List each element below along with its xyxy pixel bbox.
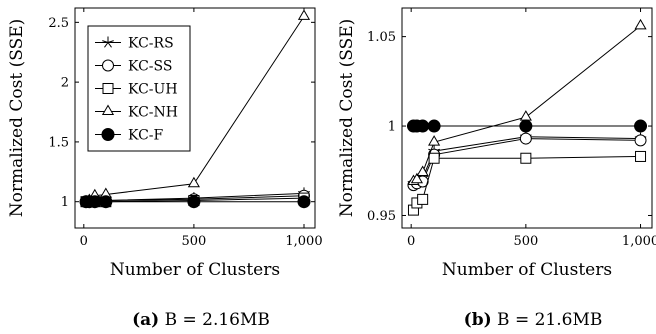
data-point	[634, 119, 648, 133]
series-kc-nh	[407, 18, 647, 185]
legend-label: KC-SS	[128, 59, 172, 75]
legend-label: KC-F	[128, 128, 164, 144]
caption-text: B = 21.6MB	[492, 310, 603, 330]
data-point	[410, 172, 423, 184]
data-point	[187, 176, 200, 188]
data-point	[297, 9, 311, 20]
data-point	[634, 18, 647, 30]
x-axis-title: Number of Clusters	[110, 260, 280, 280]
data-point	[416, 165, 429, 177]
data-point	[417, 193, 429, 205]
legend-label: KC-RS	[128, 36, 174, 52]
panel-a: 0 500 1,000 1 1.5 2 2.5 Number of Clusters Norma…	[7, 7, 323, 330]
y-tick-label: 2	[61, 76, 69, 91]
panel-caption: (b) B = 21.6MB	[464, 310, 603, 330]
x-axis-title: Number of Clusters	[442, 260, 612, 280]
series-kc-uh	[407, 150, 647, 216]
legend-label: KC-NH	[128, 105, 178, 121]
legend-item: KC-RS	[95, 36, 174, 52]
panel-b-plot-frame	[401, 7, 653, 229]
data-point	[427, 119, 441, 133]
legend-item: KC-UH	[95, 82, 178, 98]
y-tick-label: 1	[61, 195, 69, 210]
data-point	[99, 195, 113, 209]
data-point	[519, 132, 532, 145]
legend-item: KC-SS	[95, 59, 172, 75]
x-tick-label: 1,000	[285, 234, 322, 249]
data-point	[187, 195, 201, 209]
data-point	[297, 195, 311, 209]
data-point	[519, 119, 533, 133]
y-axis-title: Normalized Cost (SSE)	[7, 19, 27, 218]
legend-marker	[102, 36, 114, 48]
legend-item: KC-NH	[95, 105, 178, 121]
x-tick-label: 500	[181, 234, 206, 249]
legend-label: KC-UH	[128, 82, 178, 98]
caption-text: B = 2.16MB	[159, 310, 270, 330]
x-tick-label: 500	[513, 234, 538, 249]
y-tick-label: 0.95	[367, 209, 396, 224]
data-point	[634, 134, 647, 147]
series-line	[413, 155, 641, 211]
panel-b: 0 500 1,000 0.95 1 1.05 Number of Clusters Norm…	[337, 7, 656, 330]
data-point	[520, 152, 532, 164]
legend-marker	[102, 59, 114, 72]
data-point	[519, 110, 532, 121]
legend-marker	[101, 104, 115, 115]
data-point	[416, 119, 430, 133]
y-tick-label: 2.5	[48, 16, 69, 31]
data-point	[88, 195, 102, 209]
caption-label: (a)	[132, 310, 159, 330]
x-tick-label: 0	[407, 234, 415, 249]
legend-marker	[102, 83, 114, 94]
y-tick-label: 1.5	[48, 135, 69, 150]
y-tick-label: 1	[388, 120, 396, 135]
data-point	[428, 135, 441, 146]
x-tick-label: 1,000	[622, 234, 656, 249]
legend: KC-RS KC-SS KC-UH KC-NH KC-F	[87, 25, 191, 152]
data-point	[635, 150, 647, 162]
series-kc-f	[406, 119, 648, 133]
series-kc-f	[79, 195, 311, 209]
data-point	[428, 152, 440, 164]
caption-label: (b)	[464, 310, 492, 330]
panel-caption: (a) B = 2.16MB	[132, 310, 270, 330]
panel-a-plot-frame	[74, 7, 316, 229]
legend-item: KC-F	[95, 128, 164, 144]
legend-marker	[101, 128, 115, 141]
y-axis-title: Normalized Cost (SSE)	[337, 19, 357, 218]
x-tick-label: 0	[80, 234, 88, 249]
y-tick-label: 1.05	[367, 30, 396, 45]
